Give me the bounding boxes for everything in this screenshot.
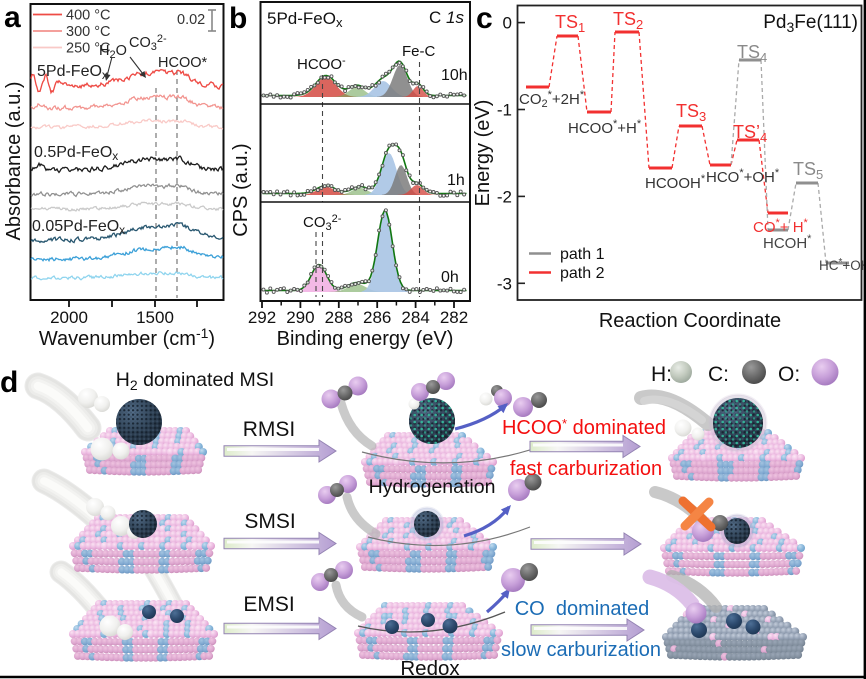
- svg-text:H2 dominated MSI: H2 dominated MSI: [116, 369, 274, 393]
- svg-text:TS’4: TS’4: [733, 122, 767, 145]
- svg-text:slow carburization: slow carburization: [501, 639, 661, 661]
- svg-text:HCOO*+H*: HCOO*+H*: [568, 118, 642, 137]
- svg-text:fast carburization: fast carburization: [510, 458, 662, 480]
- svg-text:CPS (a.u.): CPS (a.u.): [230, 143, 252, 236]
- svg-text:C:: C:: [708, 363, 729, 386]
- svg-text:0.02: 0.02: [177, 12, 205, 28]
- svg-text:-1: -1: [497, 101, 512, 120]
- svg-text:0.5Pd-FeOx: 0.5Pd-FeOx: [34, 144, 118, 163]
- svg-text:1500: 1500: [136, 308, 174, 327]
- svg-text:path 1: path 1: [560, 246, 605, 263]
- svg-text:Pd3Fe(111): Pd3Fe(111): [763, 12, 858, 35]
- svg-text:Hydrogenation: Hydrogenation: [369, 476, 496, 498]
- svg-text:-2: -2: [497, 187, 512, 206]
- svg-text:290: 290: [286, 308, 314, 327]
- svg-text:Reaction Coordinate: Reaction Coordinate: [599, 310, 781, 332]
- svg-text:5Pd-FeOx: 5Pd-FeOx: [267, 9, 343, 30]
- svg-text:b: b: [229, 2, 247, 35]
- svg-text:0.05Pd-FeOx: 0.05Pd-FeOx: [32, 218, 125, 237]
- svg-text:250 °C: 250 °C: [66, 41, 111, 57]
- svg-text:Wavenumber (cm-1): Wavenumber (cm-1): [39, 325, 215, 350]
- svg-text:TS5: TS5: [793, 159, 823, 182]
- svg-text:Binding energy (eV): Binding energy (eV): [277, 328, 454, 350]
- svg-text:TS1: TS1: [555, 12, 585, 35]
- svg-text:5Pd-FeOx: 5Pd-FeOx: [37, 63, 108, 82]
- svg-text:SMSI: SMSI: [244, 510, 295, 533]
- svg-text:282: 282: [440, 308, 468, 327]
- svg-text:300 °C: 300 °C: [66, 24, 111, 40]
- svg-text:0h: 0h: [441, 269, 459, 286]
- svg-text:1h: 1h: [447, 172, 465, 189]
- svg-text:RMSI: RMSI: [243, 418, 296, 441]
- svg-text:286: 286: [363, 308, 391, 327]
- svg-text:10h: 10h: [441, 67, 468, 84]
- svg-text:288: 288: [325, 308, 353, 327]
- svg-text:2000: 2000: [50, 308, 88, 327]
- svg-text:Energy (eV): Energy (eV): [472, 100, 494, 207]
- svg-text:HCOO* dominated: HCOO* dominated: [502, 416, 666, 439]
- svg-text:400 °C: 400 °C: [66, 8, 111, 24]
- svg-text:path 2: path 2: [560, 265, 605, 282]
- svg-text:CO2*+2H*: CO2*+2H*: [519, 89, 585, 110]
- svg-text:HCOOH*: HCOOH*: [645, 173, 706, 192]
- svg-text:O:: O:: [778, 363, 800, 386]
- svg-text:Redox: Redox: [400, 657, 460, 679]
- svg-text:284: 284: [401, 308, 429, 327]
- svg-text:TS3: TS3: [676, 101, 706, 124]
- svg-text:a: a: [4, 1, 21, 34]
- svg-text:HCOO*: HCOO*: [158, 55, 208, 71]
- svg-text:HCOH*: HCOH*: [763, 233, 812, 252]
- svg-text:-3: -3: [497, 274, 512, 293]
- svg-text:H2O: H2O: [99, 43, 127, 61]
- svg-text:HC*+OH*: HC*+OH*: [819, 257, 866, 273]
- svg-text:Fe-C: Fe-C: [402, 43, 436, 60]
- svg-text:TS4: TS4: [737, 42, 767, 65]
- svg-text:H:: H:: [651, 363, 672, 386]
- svg-text:c: c: [476, 2, 493, 35]
- svg-text:0: 0: [503, 14, 512, 33]
- svg-text:CO*+ H*: CO*+ H*: [753, 217, 809, 236]
- svg-text:C 1s: C 1s: [429, 8, 464, 27]
- svg-text:CO dominated: CO dominated: [515, 598, 650, 620]
- svg-text:d: d: [0, 366, 18, 399]
- svg-text:292: 292: [248, 308, 276, 327]
- svg-text:EMSI: EMSI: [243, 593, 294, 616]
- svg-text:HCO*+OH*: HCO*+OH*: [706, 167, 780, 186]
- svg-text:TS2: TS2: [613, 9, 643, 32]
- svg-text:HCOO-: HCOO-: [297, 55, 346, 73]
- svg-text:Absorbance (a.u.): Absorbance (a.u.): [3, 82, 25, 241]
